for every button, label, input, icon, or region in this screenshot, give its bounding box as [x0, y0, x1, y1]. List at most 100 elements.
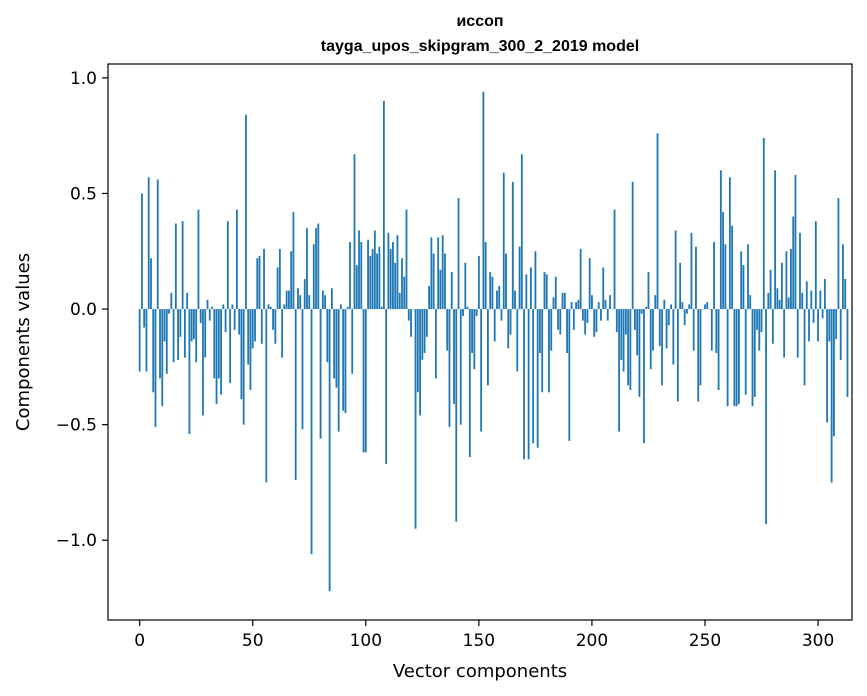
bar	[315, 228, 317, 310]
bar	[428, 285, 431, 310]
bar	[692, 309, 695, 351]
bar	[606, 309, 609, 321]
bar	[376, 253, 379, 310]
bar	[710, 309, 713, 351]
bar	[787, 297, 790, 310]
bar	[405, 209, 408, 310]
bar	[636, 309, 639, 356]
bar	[213, 309, 216, 379]
plot-area-frame	[107, 63, 853, 621]
bar	[674, 230, 677, 310]
bar	[150, 258, 152, 310]
bar	[821, 309, 824, 319]
bar	[294, 309, 297, 481]
bar	[267, 304, 270, 310]
bar	[301, 309, 304, 430]
bar	[340, 304, 342, 310]
bar	[471, 309, 473, 353]
bar	[688, 304, 691, 310]
bar	[274, 309, 277, 344]
bar	[561, 292, 564, 310]
bar	[249, 309, 252, 390]
bar	[618, 309, 620, 432]
bar	[414, 309, 417, 529]
bar	[638, 309, 641, 397]
bar	[527, 309, 530, 460]
bar	[147, 177, 150, 310]
bar	[330, 288, 333, 310]
bar	[548, 309, 550, 393]
bar	[699, 309, 702, 386]
bar	[477, 255, 480, 310]
bar	[502, 172, 505, 310]
y-tick-label: 0.5	[70, 184, 97, 204]
bar	[833, 309, 835, 437]
bar	[817, 309, 819, 342]
bar	[407, 309, 410, 321]
bar	[774, 170, 777, 310]
bar	[602, 267, 605, 310]
y-tick-label: 0.0	[70, 300, 97, 320]
bar	[534, 251, 537, 310]
bar	[765, 309, 767, 525]
bar	[247, 309, 250, 365]
bar	[199, 309, 202, 323]
bar	[525, 274, 528, 310]
bar	[466, 306, 469, 310]
bar	[523, 309, 525, 460]
bar	[846, 309, 849, 397]
bar	[141, 193, 143, 310]
bar	[254, 309, 256, 342]
bar	[324, 295, 326, 310]
bar	[195, 309, 198, 363]
bar	[756, 309, 758, 330]
bar	[543, 272, 546, 310]
bar	[310, 309, 313, 555]
bar	[285, 290, 288, 310]
bar	[627, 309, 630, 386]
y-axis-ticks: −1.0 −0.5 0.0 0.5 1.0	[56, 69, 108, 551]
bar	[731, 225, 734, 310]
bar	[143, 309, 146, 328]
bar	[290, 251, 293, 310]
bar	[740, 251, 743, 310]
bar	[597, 302, 600, 310]
bar	[545, 274, 548, 310]
bar	[351, 309, 354, 374]
bar	[785, 251, 788, 310]
bar	[220, 309, 222, 395]
bar	[193, 309, 195, 340]
bar	[647, 272, 650, 310]
bar	[667, 309, 670, 326]
bar	[758, 309, 761, 351]
bar	[170, 292, 173, 310]
bar	[464, 262, 467, 310]
bar	[299, 295, 302, 310]
bar	[514, 290, 516, 310]
bar	[145, 309, 148, 372]
x-tick-label: 150	[463, 631, 495, 651]
bar	[554, 276, 557, 310]
bar	[197, 209, 200, 310]
bar	[396, 235, 399, 310]
bar	[595, 309, 598, 333]
bar	[263, 248, 265, 310]
bar	[369, 255, 372, 310]
bar	[679, 262, 682, 310]
bar	[174, 223, 177, 310]
bar	[704, 304, 706, 310]
bar	[288, 290, 290, 310]
bar	[475, 309, 478, 316]
bar	[303, 279, 306, 310]
bar	[842, 244, 844, 310]
bar	[663, 299, 666, 310]
bar	[392, 242, 394, 310]
bar	[206, 299, 209, 310]
bar	[620, 309, 623, 360]
bar	[328, 309, 331, 592]
bar	[423, 309, 426, 353]
bar	[156, 179, 159, 310]
bar	[767, 292, 770, 310]
bar	[265, 309, 268, 483]
bar	[823, 279, 826, 310]
